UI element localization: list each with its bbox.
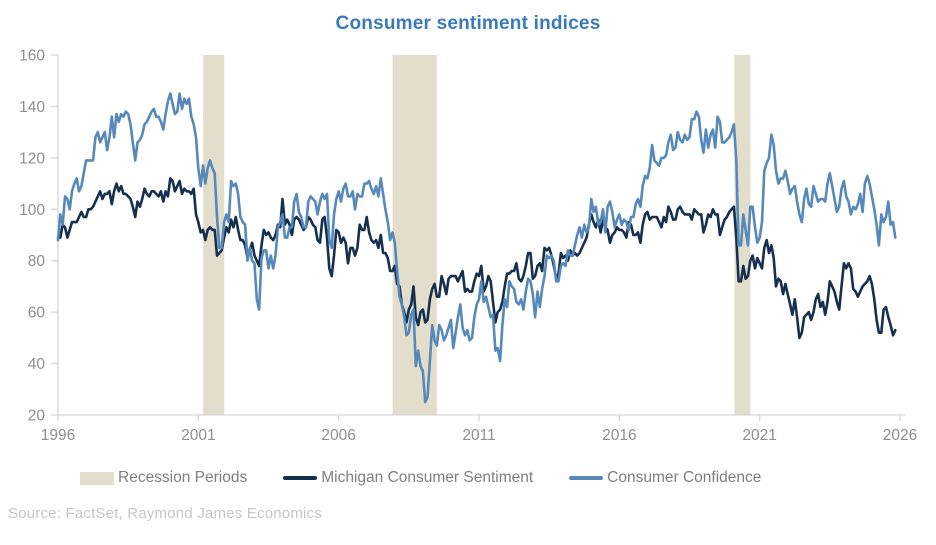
legend-label: Recession Periods [118,469,248,486]
x-tick-label: 2026 [883,427,917,444]
y-tick-label: 20 [28,408,46,425]
x-tick-label: 2006 [321,427,355,444]
chart-canvas: 20 40 60 80 100 120 140 160 1996 2001 2006 2011 2016… [19,48,917,445]
x-tick-label: 2011 [462,427,495,444]
series-michigan [56,177,897,340]
confidence-line-swatch-icon [569,476,604,480]
x-tick-label: 2001 [181,427,215,444]
y-tick-label: 80 [28,253,46,270]
y-tick-label: 40 [28,356,46,373]
x-tick-label: 2021 [742,427,776,444]
legend-item-confidence: Consumer Confidence [569,469,761,487]
y-tick-label: 100 [19,202,45,219]
legend-item-michigan: Michigan Consumer Sentiment [283,469,533,487]
y-tick-label: 60 [28,305,46,322]
legend: Recession Periods Michigan Consumer Sent… [80,469,761,487]
michigan-line-swatch-icon [283,476,318,480]
y-tick-label: 120 [19,150,45,167]
recession-swatch-icon [80,471,114,485]
series-confidence [56,92,897,404]
y-tick-label: 160 [19,48,45,65]
x-tick-label: 1996 [41,427,75,444]
recession-band [203,55,225,415]
y-tick-label: 140 [19,99,45,116]
legend-label: Michigan Consumer Sentiment [321,469,534,486]
x-tick-label: 2016 [602,427,636,444]
legend-label: Consumer Confidence [607,469,762,486]
source-text: Source: FactSet, Raymond James Economics [8,505,322,522]
legend-item-recession: Recession Periods [80,469,247,487]
page-title: Consumer sentiment indices [335,13,601,34]
